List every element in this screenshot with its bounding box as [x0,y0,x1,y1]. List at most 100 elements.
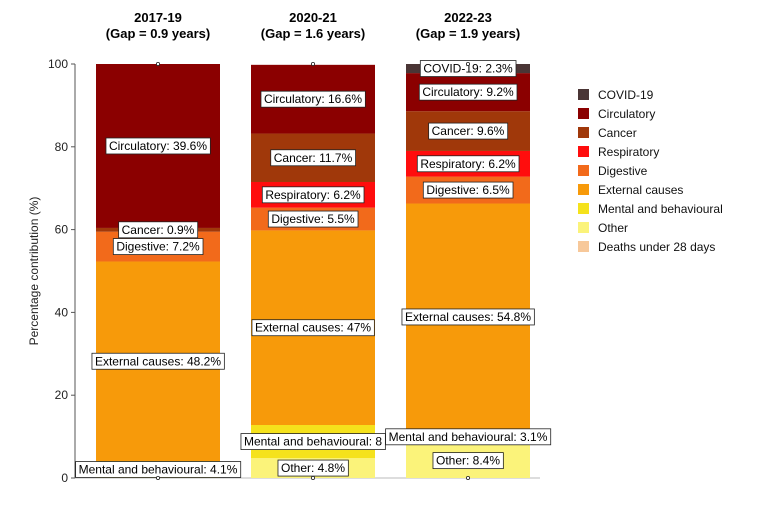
data-label-text: Circulatory: 39.6% [109,139,207,153]
legend-item-circulatory: Circulatory [578,107,655,121]
legend-label: External causes [598,183,683,197]
data-label-box [260,90,366,108]
data-label-text: Other: 4.8% [281,461,345,475]
legend-label: COVID-19 [598,88,654,102]
data-label-cancer: Cancer: 9.6% [428,122,509,140]
y-tick-label: 0 [61,471,68,485]
legend-item-cancer: Cancer [578,126,637,140]
data-label-box [422,181,514,199]
legend-item-external-causes: External causes [578,183,683,197]
legend-swatch [578,165,589,176]
data-label-text: External causes: 48.2% [95,354,221,368]
y-tick-label: 20 [55,388,69,402]
data-label-text: Respiratory: 6.2% [265,188,361,202]
data-label-digestive: Digestive: 7.2% [112,238,204,255]
data-label-box [118,221,199,239]
data-label-circulatory: Circulatory: 39.6% [105,137,211,155]
legend-swatch [578,203,589,214]
legend-label: Deaths under 28 days [598,240,715,254]
legend-swatch [578,89,589,100]
panel-titles: 2017-19(Gap = 0.9 years)2020-21(Gap = 1.… [106,10,520,41]
legend-item-mental-and-behavioural: Mental and behavioural [578,202,723,216]
data-label-text: Digestive: 7.2% [116,240,200,254]
legend-item-other: Other [578,221,628,235]
panel-title-year: 2017-19 [134,10,182,25]
data-label-text: Other: 8.4% [436,454,500,468]
data-label-box [401,308,535,326]
data-label-external-causes: External causes: 54.8% [401,308,535,326]
data-label-box [432,452,504,470]
data-label-text: COVID-19: 2.3% [423,62,513,76]
panel-title-gap: (Gap = 1.6 years) [261,26,365,41]
bar-top-marker [465,62,470,67]
legend: COVID-19 Circulatory Cancer Respiratory Dige… [578,88,723,254]
data-label-cancer: Cancer: 0.9% [118,221,199,239]
bar-bottom-marker [465,475,470,480]
data-label-box [91,352,225,370]
data-label-box [105,137,211,155]
legend-label: Other [598,221,628,235]
data-label-text: Mental and behavioural: 8 [244,435,382,449]
legend-label: Mental and behavioural [598,202,723,216]
legend-item-deaths-under-28-days: Deaths under 28 days [578,240,715,254]
data-label-text: Digestive: 5.5% [271,212,355,226]
legend-item-respiratory: Respiratory [578,145,659,159]
data-label-box [251,319,375,337]
segment-labels: Mental and behavioural: 4.1% External cau… [75,60,552,480]
legend-item-covid-19: COVID-19 [578,88,654,102]
data-label-text: Cancer: 9.6% [432,124,505,138]
y-tick-label: 60 [55,223,69,237]
legend-label: Cancer [598,126,637,140]
data-label-text: External causes: 47% [255,321,371,335]
data-label-external-causes: External causes: 47% [251,319,375,337]
data-label-circulatory: Circulatory: 9.2% [418,83,518,101]
data-label-text: Respiratory: 6.2% [420,157,516,171]
data-label-covid-19: COVID-19: 2.3% [419,60,517,77]
legend-swatch [578,222,589,233]
data-label-box [385,428,552,446]
data-label-box [261,186,365,204]
data-label-mental-and-behavioural: Mental and behavioural: 3.1% [385,428,552,446]
panel-title-year: 2020-21 [289,10,337,25]
bar-bottom-marker [155,475,160,480]
data-label-text: Cancer: 11.7% [274,151,353,165]
data-label-text: Mental and behavioural: 3.1% [389,430,548,444]
data-label-cancer: Cancer: 11.7% [270,149,356,167]
data-label-text: External causes: 54.8% [405,310,531,324]
legend-swatch [578,127,589,138]
bar-top-marker [310,62,315,67]
data-label-text: Circulatory: 9.2% [422,85,514,99]
legend-label: Respiratory [598,145,659,159]
data-label-digestive: Digestive: 6.5% [422,181,514,199]
data-label-other: Other: 8.4% [432,452,504,470]
panel-title-gap: (Gap = 1.9 years) [416,26,520,41]
y-axis-title: Percentage contribution (%) [27,197,41,346]
data-label-digestive: Digestive: 5.5% [267,210,359,228]
data-label-text: Mental and behavioural: 4.1% [79,463,238,477]
data-label-box [418,83,518,101]
data-label-other: Other: 4.8% [277,459,349,477]
data-label-box [428,122,509,140]
legend-swatch [578,146,589,157]
data-label-text: Digestive: 6.5% [426,183,510,197]
panel-title-gap: (Gap = 0.9 years) [106,26,210,41]
legend-label: Circulatory [598,107,655,121]
data-label-box [112,238,204,255]
panel-title-year: 2022-23 [444,10,492,25]
legend-label: Digestive [598,164,648,178]
legend-swatch [578,241,589,252]
data-label-box [419,60,517,77]
data-label-respiratory: Respiratory: 6.2% [416,155,520,173]
data-label-respiratory: Respiratory: 6.2% [261,186,365,204]
data-label-external-causes: External causes: 48.2% [91,352,225,370]
data-label-box [416,155,520,173]
bar-bottom-marker [310,475,315,480]
legend-swatch [578,184,589,195]
data-label-text: Circulatory: 16.6% [264,92,362,106]
data-label-circulatory: Circulatory: 16.6% [260,90,366,108]
data-label-box [267,210,359,228]
data-label-box [270,149,356,167]
legend-swatch [578,108,589,119]
y-tick-label: 80 [55,140,69,154]
